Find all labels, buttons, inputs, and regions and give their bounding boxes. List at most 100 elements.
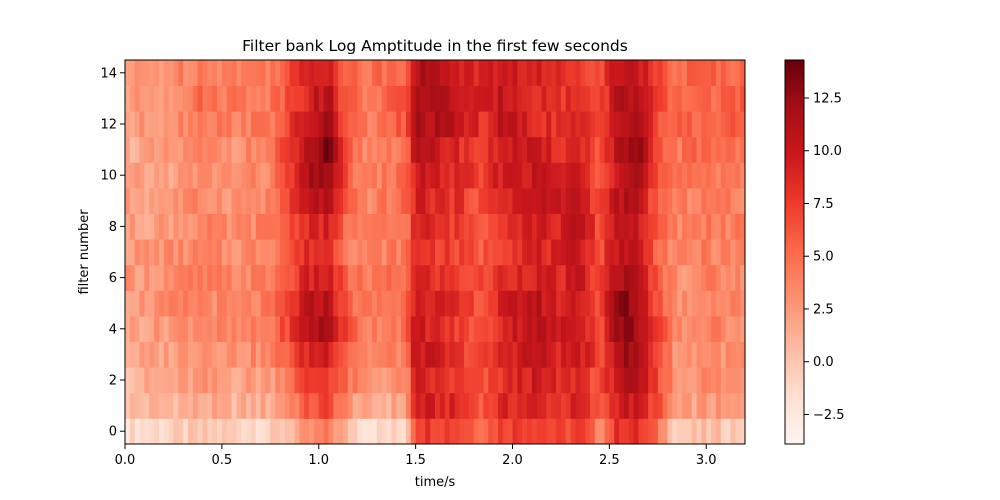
heatmap-cell	[570, 392, 576, 419]
heatmap-cell	[725, 111, 731, 138]
heatmap-cell	[250, 239, 257, 266]
heatmap-cell	[158, 162, 165, 189]
heatmap-cell	[381, 85, 387, 112]
heatmap-cell	[459, 162, 465, 189]
heatmap-cell	[599, 85, 605, 112]
heatmap-cell	[541, 316, 547, 342]
heatmap-cell	[352, 60, 358, 86]
heatmap-cell	[367, 290, 373, 317]
heatmap-cell	[599, 111, 605, 138]
heatmap-cell	[430, 264, 436, 291]
heatmap-cell	[619, 213, 625, 240]
heatmap-cell	[187, 392, 194, 419]
heatmap-cell	[168, 60, 174, 86]
heatmap-cell	[493, 316, 499, 342]
heatmap-cell	[711, 188, 717, 214]
heatmap-cell	[318, 162, 324, 189]
heatmap-cell	[638, 264, 644, 291]
heatmap-cell	[241, 111, 247, 138]
heatmap-cell	[207, 111, 213, 138]
x-tick-label: 2.0	[502, 453, 523, 468]
heatmap-cell	[502, 264, 509, 291]
heatmap-cell	[333, 341, 339, 368]
heatmap-cell	[173, 418, 179, 445]
heatmap-cell	[246, 213, 252, 240]
heatmap-cell	[585, 341, 591, 368]
heatmap-cell	[502, 85, 509, 112]
heatmap-cell	[619, 367, 625, 394]
heatmap-cell	[381, 290, 387, 317]
heatmap-cell	[590, 341, 596, 368]
heatmap-cell	[275, 392, 281, 419]
heatmap-cell	[284, 290, 291, 317]
heatmap-cell	[604, 316, 610, 342]
heatmap-cell	[541, 111, 547, 138]
heatmap-cell	[512, 85, 518, 112]
heatmap-cell	[478, 367, 484, 394]
heatmap-cell	[527, 213, 533, 240]
heatmap-cell	[643, 213, 649, 240]
heatmap-cell	[454, 290, 460, 317]
heatmap-cell	[715, 188, 722, 214]
heatmap-cell	[154, 188, 160, 214]
heatmap-cell	[415, 213, 421, 240]
heatmap-cell	[459, 188, 465, 214]
heatmap-cell	[173, 341, 179, 368]
heatmap-cell	[623, 213, 630, 240]
heatmap-cell	[125, 111, 131, 138]
heatmap-cell	[212, 418, 218, 445]
heatmap-cell	[217, 162, 223, 189]
heatmap-cell	[662, 392, 668, 419]
heatmap-cell	[725, 162, 731, 189]
heatmap-cell	[633, 188, 639, 214]
heatmap-cell	[318, 316, 324, 342]
heatmap-cell	[464, 290, 470, 317]
heatmap-cell	[178, 136, 184, 163]
heatmap-cell	[362, 290, 368, 317]
heatmap-cell	[333, 239, 339, 266]
heatmap-cell	[740, 60, 746, 86]
heatmap-cell	[187, 316, 194, 342]
heatmap-cell	[415, 290, 421, 317]
heatmap-cell	[556, 418, 562, 445]
heatmap-cell	[711, 85, 717, 112]
heatmap-cell	[628, 111, 634, 138]
heatmap-cell	[207, 162, 213, 189]
heatmap-cell	[585, 290, 591, 317]
heatmap-cell	[197, 392, 203, 419]
heatmap-cell	[677, 136, 683, 163]
heatmap-cell	[725, 341, 731, 368]
heatmap-cell	[328, 264, 334, 291]
heatmap-cell	[667, 188, 673, 214]
heatmap-cell	[284, 188, 291, 214]
heatmap-cell	[478, 290, 484, 317]
heatmap-cell	[570, 341, 576, 368]
heatmap-cell	[144, 341, 150, 368]
heatmap-cell	[410, 392, 417, 419]
heatmap-cell	[667, 85, 673, 112]
heatmap-cell	[323, 316, 329, 342]
heatmap-cell	[614, 188, 620, 214]
heatmap-cell	[730, 341, 736, 368]
heatmap-cell	[643, 341, 649, 368]
heatmap-cell	[294, 213, 300, 240]
chart-title: Filter bank Log Amptitude in the first f…	[242, 37, 628, 55]
heatmap-cell	[565, 290, 572, 317]
heatmap-cell	[328, 316, 334, 342]
heatmap-cell	[662, 213, 668, 240]
heatmap-cell	[265, 418, 271, 445]
heatmap-cell	[246, 290, 252, 317]
heatmap-cell	[657, 392, 664, 419]
heatmap-cell	[599, 264, 605, 291]
heatmap-cell	[294, 239, 300, 266]
heatmap-cell	[367, 162, 373, 189]
heatmap-cell	[168, 418, 174, 445]
heatmap-cell	[125, 162, 131, 189]
heatmap-cell	[197, 264, 203, 291]
heatmap-cell	[134, 162, 140, 189]
heatmap-cell	[129, 316, 136, 342]
heatmap-cell	[178, 316, 184, 342]
heatmap-cell	[599, 60, 605, 86]
heatmap-cell	[488, 264, 494, 291]
heatmap-cell	[527, 111, 533, 138]
